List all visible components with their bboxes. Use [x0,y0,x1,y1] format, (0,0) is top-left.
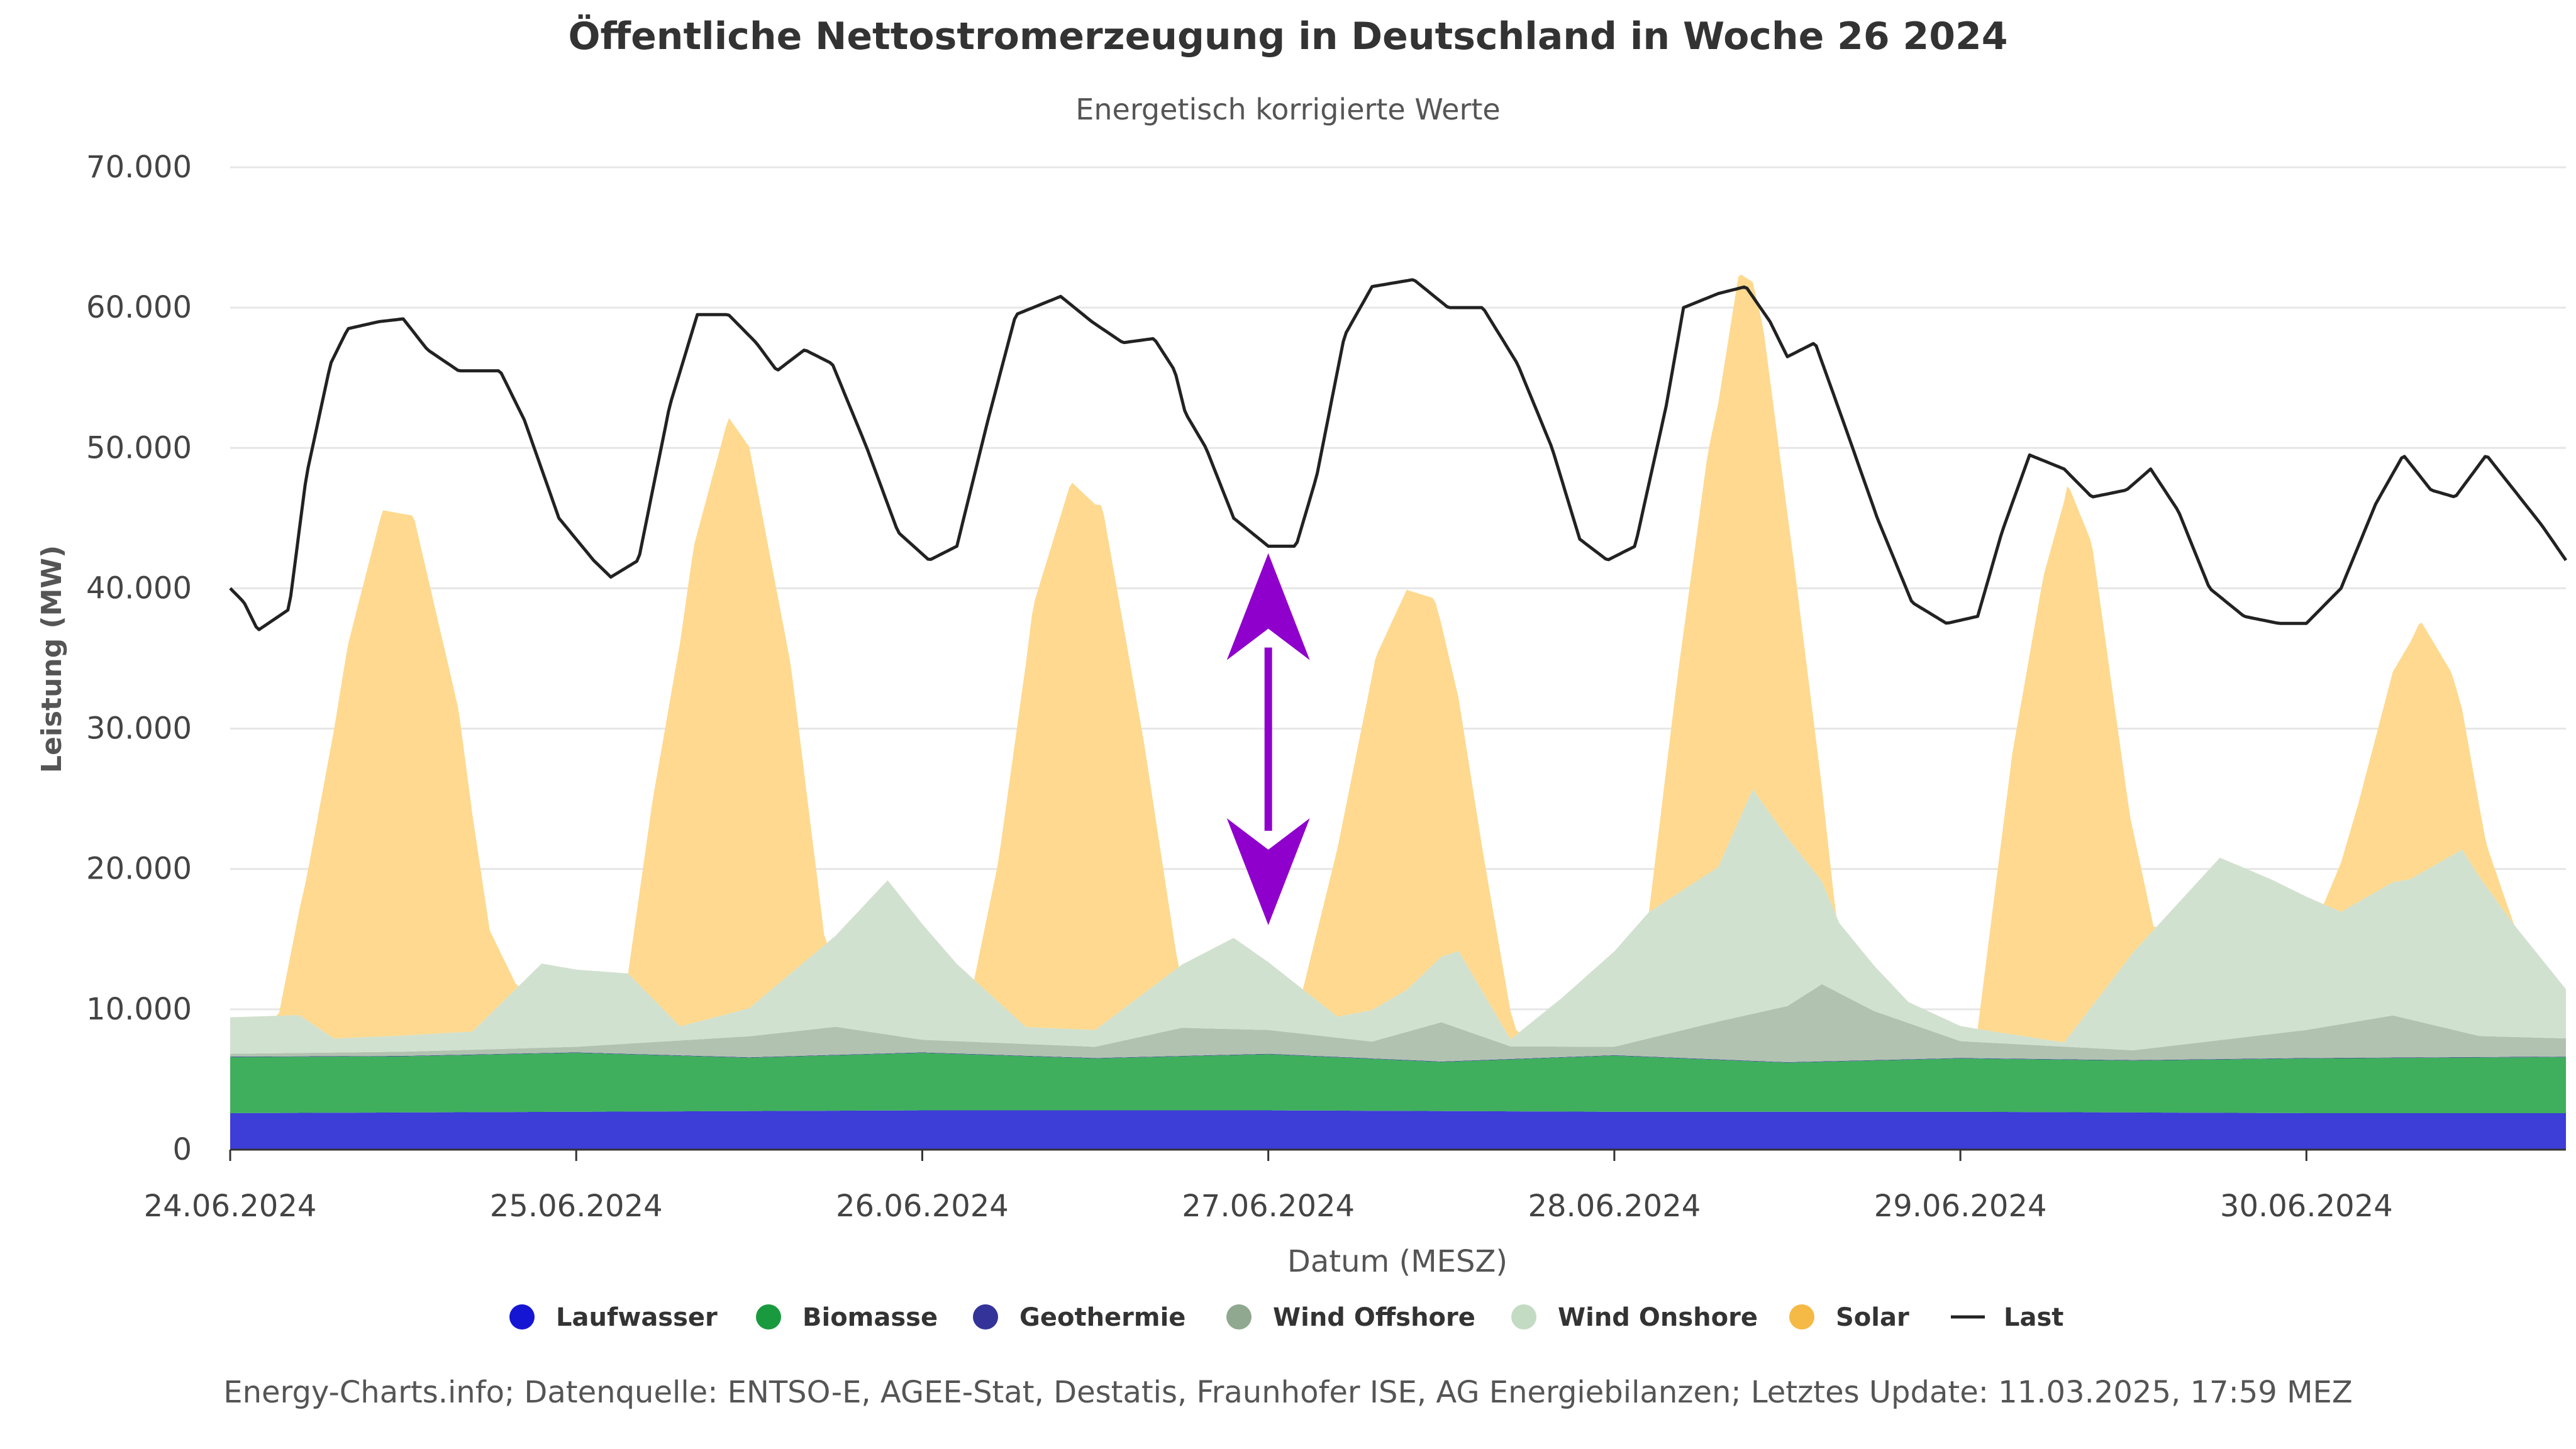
series-lines [229,278,2568,631]
legend-marker-solar[interactable] [1789,1304,1814,1330]
legend: Laufwasser Biomasse Geothermie Wind Offshor… [509,1303,2063,1332]
y-tick-label: 10.000 [86,992,192,1027]
x-tick-label: 26.06.2024 [836,1189,1009,1224]
legend-item-last[interactable]: Last [2004,1303,2063,1332]
series-areas [230,274,2566,1150]
legend-item-biomasse[interactable]: Biomasse [802,1303,938,1332]
x-tick-label: 28.06.2024 [1528,1189,1701,1224]
area-wind-onshore [230,789,2566,1054]
y-tick-label: 20.000 [86,852,192,887]
line-last [229,278,2568,631]
x-axis-title: Datum (MESZ) [1287,1244,1507,1279]
y-tick-label: 60.000 [86,290,192,325]
legend-marker-wind-offshore[interactable] [1226,1304,1252,1330]
x-tick-label: 27.06.2024 [1182,1189,1355,1224]
x-tick-label: 30.06.2024 [2220,1189,2393,1224]
annotation-layer [1226,553,1310,925]
legend-item-wind-onshore[interactable]: Wind Onshore [1558,1303,1758,1332]
y-axis-ticks: 0 10.000 20.000 30.000 40.000 50.000 60.000 70.… [86,150,192,1167]
chart-subtitle: Energetisch korrigierte Werte [1075,92,1500,126]
x-tick-label: 25.06.2024 [490,1189,663,1224]
y-tick-label: 0 [172,1132,192,1167]
y-tick-label: 30.000 [86,711,192,747]
y-tick-label: 40.000 [86,570,192,606]
legend-marker-geothermie[interactable] [973,1304,998,1330]
area-solar [230,274,2566,1043]
annotation-arrow-head-down [1226,818,1310,925]
legend-marker-biomasse[interactable] [756,1304,781,1330]
credits-text: Energy-Charts.info; Datenquelle: ENTSO-E… [223,1375,2352,1410]
chart-title: Öffentliche Nettostromerzeugung in Deuts… [568,14,2007,58]
legend-marker-laufwasser[interactable] [509,1304,535,1330]
legend-item-geothermie[interactable]: Geothermie [1019,1303,1185,1332]
legend-item-laufwasser[interactable]: Laufwasser [556,1303,718,1332]
area-biomasse [230,1053,2566,1113]
x-tick-label: 29.06.2024 [1874,1189,2047,1224]
legend-marker-wind-onshore[interactable] [1511,1304,1536,1330]
legend-item-wind-offshore[interactable]: Wind Offshore [1273,1303,1475,1332]
annotation-arrow-head-up [1226,553,1310,660]
y-tick-label: 70.000 [86,150,192,185]
area-wind-offshore [230,984,2566,1062]
x-axis-ticks: 24.06.2024 25.06.2024 26.06.2024 27.06.2024… [144,1150,2393,1224]
area-laufwasser [230,1110,2566,1150]
x-tick-label: 24.06.2024 [144,1189,317,1224]
y-axis-title: Leistung (MW) [36,545,68,773]
legend-item-solar[interactable]: Solar [1836,1303,1909,1332]
y-tick-label: 50.000 [86,430,192,465]
